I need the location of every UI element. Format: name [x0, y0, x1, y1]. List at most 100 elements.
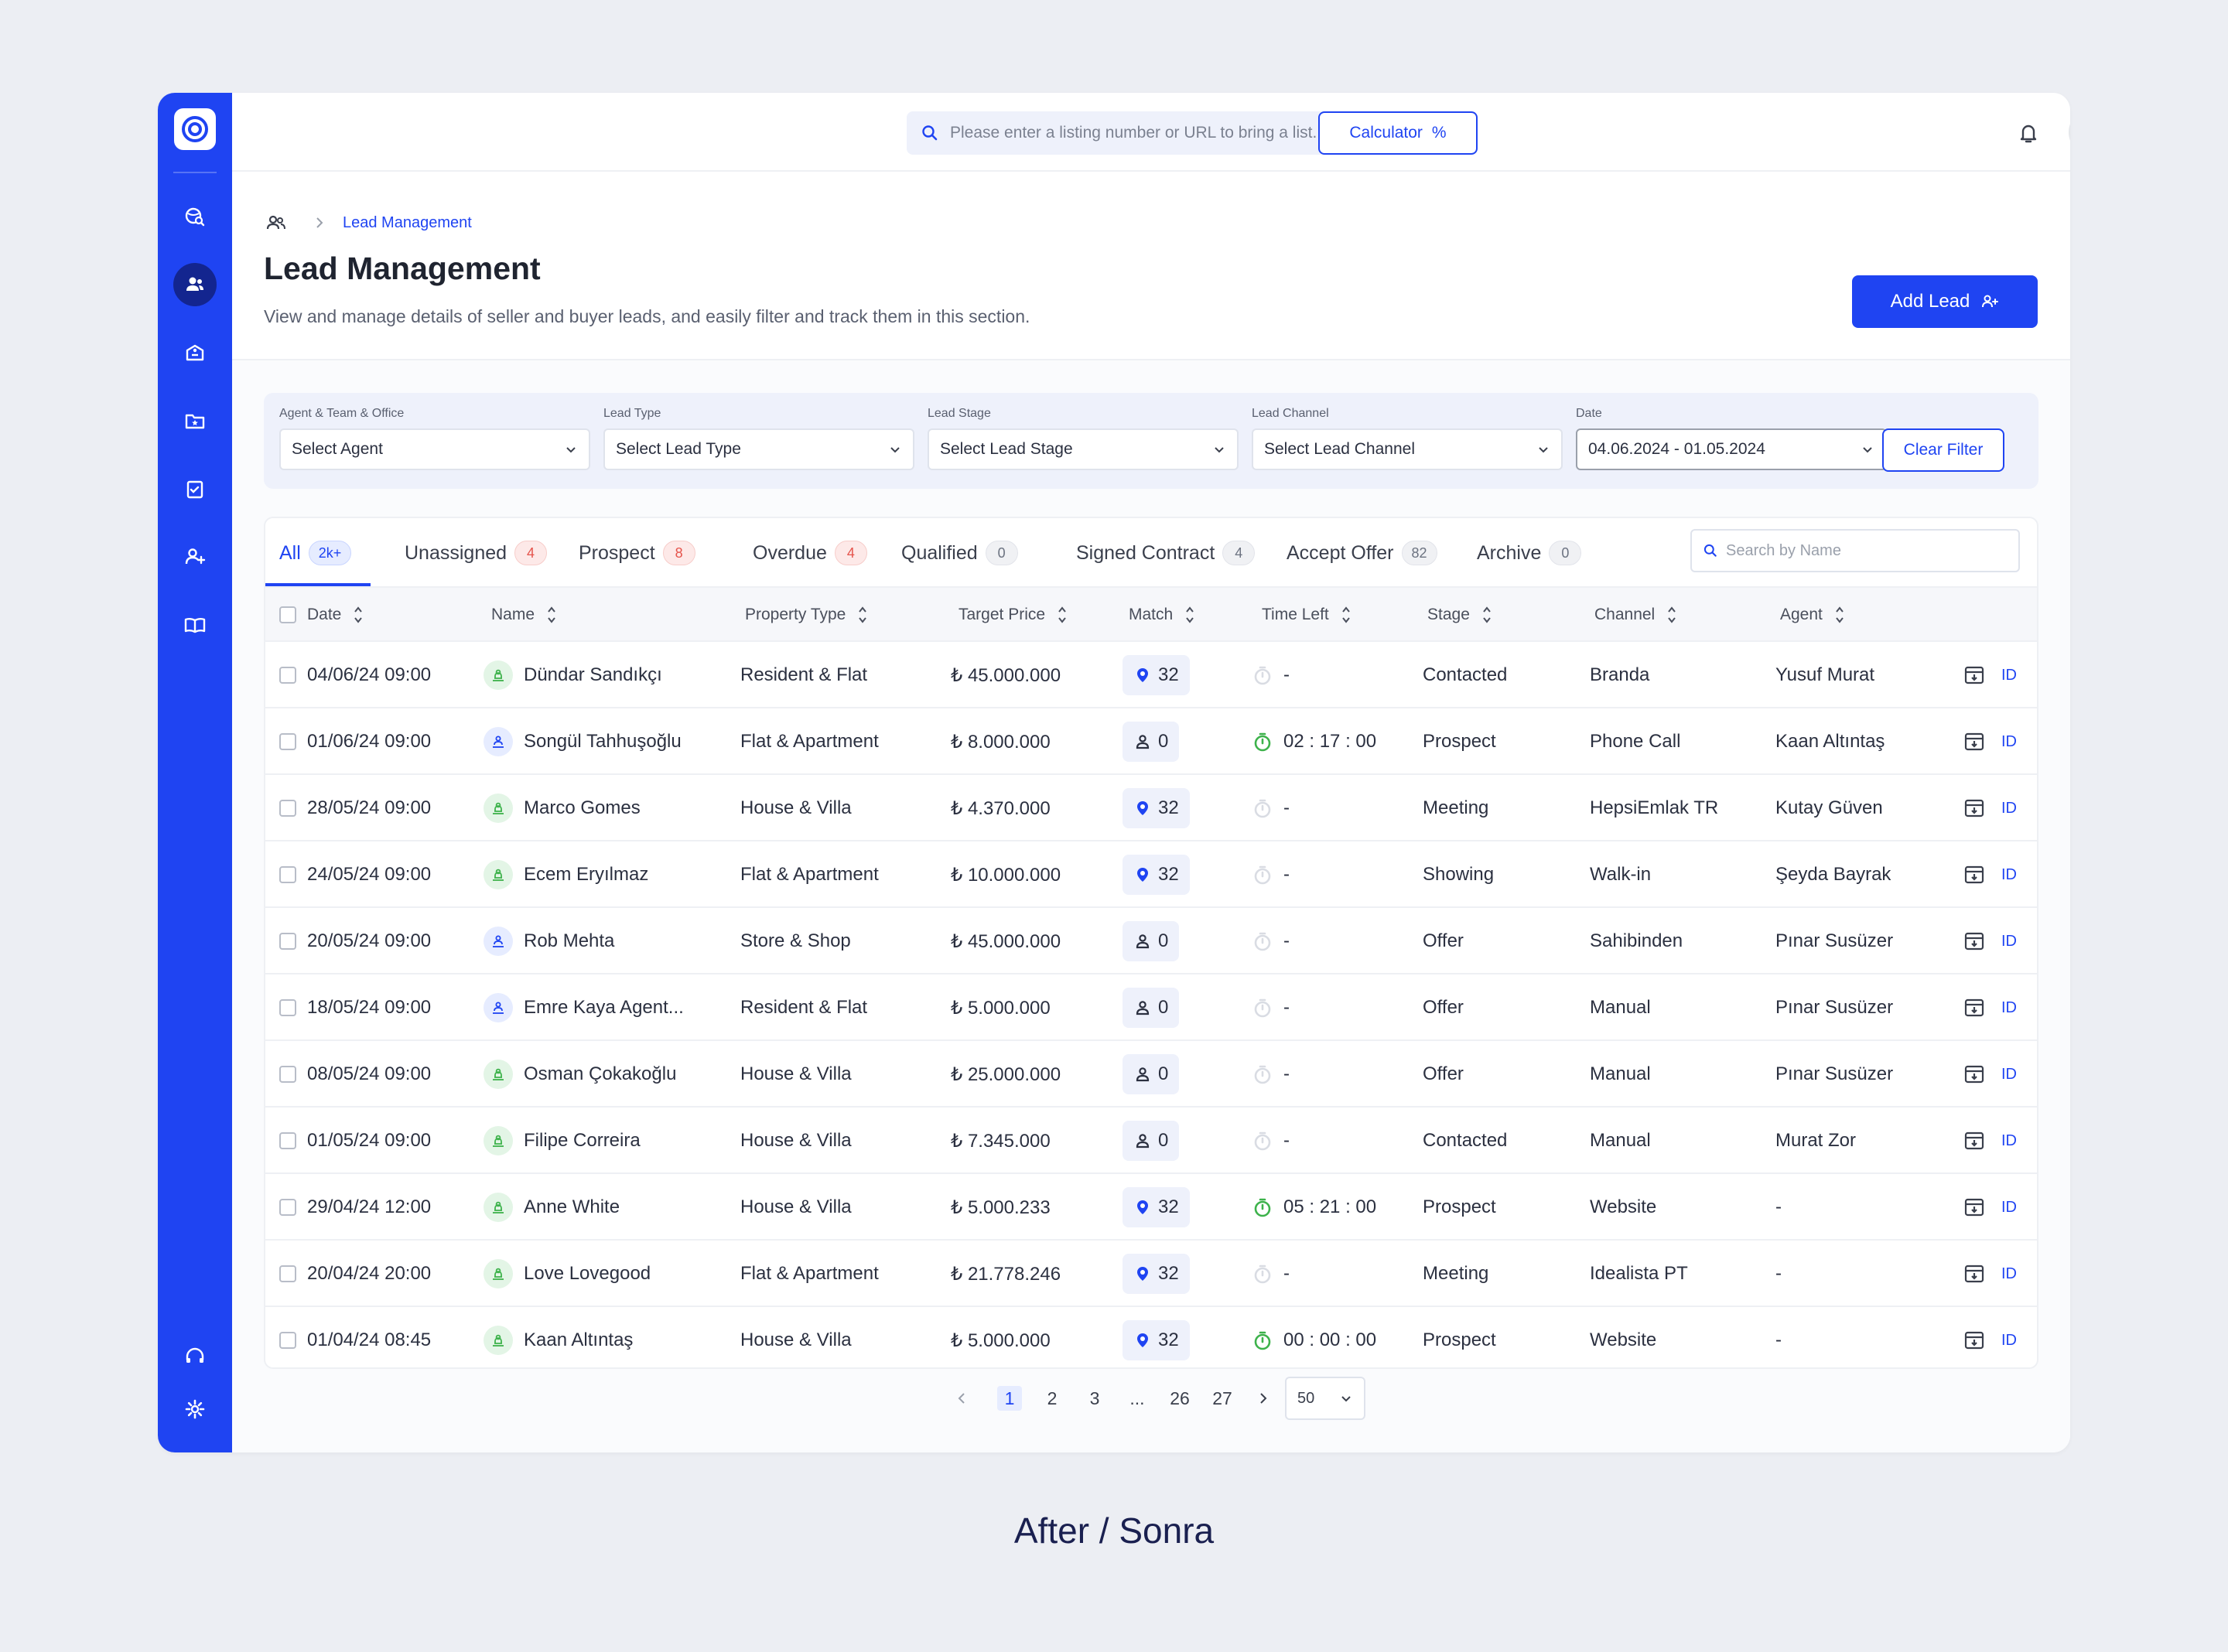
sidebar-item-guide[interactable] — [173, 603, 217, 647]
table-row[interactable]: 24/05/24 09:00 Ecem Eryılmaz Flat & Apartm… — [265, 841, 2037, 908]
sort-icon[interactable] — [1340, 605, 1352, 625]
lead-channel-select[interactable]: Select Lead Channel — [1252, 428, 1563, 470]
lead-type-select[interactable]: Select Lead Type — [603, 428, 914, 470]
tab-all[interactable]: All 2k+ — [279, 518, 352, 588]
column-header-property-type[interactable]: Property Type — [745, 588, 869, 642]
archive-icon[interactable] — [1963, 797, 1986, 820]
sidebar-item-listings[interactable] — [173, 331, 217, 374]
page-button[interactable]: 2 — [1047, 1387, 1058, 1408]
match-pill[interactable]: 32 — [1123, 855, 1190, 895]
page-button[interactable]: 3 — [1089, 1387, 1100, 1408]
archive-icon[interactable] — [1963, 730, 1986, 753]
sort-icon[interactable] — [1481, 605, 1493, 625]
table-row[interactable]: 01/05/24 09:00 Filipe Correira House & Vil… — [265, 1108, 2037, 1174]
sidebar-item-explore[interactable] — [173, 195, 217, 238]
row-checkbox[interactable] — [279, 866, 296, 883]
row-checkbox[interactable] — [279, 667, 296, 684]
breadcrumb-current[interactable]: Lead Management — [343, 213, 472, 231]
column-header-match[interactable]: Match — [1129, 588, 1196, 642]
id-link[interactable]: ID — [2001, 932, 2017, 950]
id-link[interactable]: ID — [2001, 865, 2017, 883]
bell-icon[interactable] — [2014, 119, 2042, 147]
name-search-input[interactable] — [1726, 541, 2004, 560]
row-checkbox[interactable] — [279, 1066, 296, 1083]
name-cell[interactable]: Anne White — [484, 1174, 620, 1241]
archive-icon[interactable] — [1963, 1063, 1986, 1086]
tab-accept-offer[interactable]: Accept Offer 82 — [1287, 518, 1437, 588]
table-row[interactable]: 18/05/24 09:00 Emre Kaya Agent... Resident… — [265, 974, 2037, 1041]
archive-icon[interactable] — [1963, 930, 1986, 953]
column-header-time-left[interactable]: Time Left — [1262, 588, 1352, 642]
tab-overdue[interactable]: Overdue 4 — [753, 518, 867, 588]
column-header-agent[interactable]: Agent — [1780, 588, 1846, 642]
name-cell[interactable]: Dündar Sandıkçı — [484, 642, 662, 708]
match-pill[interactable]: 0 — [1123, 722, 1180, 762]
sort-icon[interactable] — [352, 605, 364, 625]
row-checkbox[interactable] — [279, 1265, 296, 1282]
table-row[interactable]: 28/05/24 09:00 Marco Gomes House & Villa ₺ … — [265, 775, 2037, 841]
name-cell[interactable]: Songül Tahhuşoğlu — [484, 708, 682, 775]
id-link[interactable]: ID — [2001, 799, 2017, 817]
name-search[interactable] — [1690, 529, 2020, 572]
archive-icon[interactable] — [1963, 996, 1986, 1019]
row-checkbox[interactable] — [279, 733, 296, 750]
name-cell[interactable]: Osman Çokakoğlu — [484, 1041, 676, 1108]
page-button[interactable]: 1 — [997, 1386, 1022, 1411]
id-link[interactable]: ID — [2001, 1331, 2017, 1349]
table-row[interactable]: 04/06/24 09:00 Dündar Sandıkçı Resident & … — [265, 642, 2037, 708]
listing-search-input[interactable] — [950, 124, 1352, 142]
sort-icon[interactable] — [856, 605, 869, 625]
name-cell[interactable]: Emre Kaya Agent... — [484, 974, 684, 1041]
user-avatar[interactable] — [2069, 110, 2070, 155]
sort-icon[interactable] — [545, 605, 558, 625]
sidebar-item-support[interactable] — [173, 1335, 217, 1378]
tab-unassigned[interactable]: Unassigned 4 — [405, 518, 548, 588]
id-link[interactable]: ID — [2001, 732, 2017, 750]
archive-icon[interactable] — [1963, 863, 1986, 886]
match-pill[interactable]: 32 — [1123, 1320, 1190, 1360]
column-header-stage[interactable]: Stage — [1427, 588, 1493, 642]
name-cell[interactable]: Filipe Correira — [484, 1108, 641, 1174]
add-lead-button[interactable]: Add Lead — [1852, 275, 2038, 328]
archive-icon[interactable] — [1963, 1196, 1986, 1219]
sidebar-item-add-user[interactable] — [173, 535, 217, 579]
date-range-select[interactable]: 04.06.2024 - 01.05.2024 — [1576, 428, 1887, 470]
match-pill[interactable]: 32 — [1123, 655, 1190, 695]
sidebar-item-leads[interactable] — [173, 263, 217, 306]
lead-stage-select[interactable]: Select Lead Stage — [928, 428, 1239, 470]
tab-prospect[interactable]: Prospect 8 — [579, 518, 695, 588]
table-row[interactable]: 01/04/24 08:45 Kaan Altıntaş House & Villa… — [265, 1307, 2037, 1367]
column-header-name[interactable]: Name — [491, 588, 558, 642]
row-checkbox[interactable] — [279, 1132, 296, 1149]
page-button[interactable]: 27 — [1212, 1387, 1232, 1408]
table-row[interactable]: 20/04/24 20:00 Love Lovegood Flat & Apartm… — [265, 1241, 2037, 1307]
match-pill[interactable]: 0 — [1123, 1054, 1180, 1094]
match-pill[interactable]: 0 — [1123, 988, 1180, 1028]
row-checkbox[interactable] — [279, 800, 296, 817]
clear-filter-button[interactable]: Clear Filter — [1882, 428, 2004, 472]
users-icon[interactable] — [264, 210, 289, 235]
match-pill[interactable]: 0 — [1123, 921, 1180, 961]
sort-icon[interactable] — [1833, 605, 1846, 625]
app-logo[interactable] — [174, 108, 216, 150]
agent-select[interactable]: Select Agent — [279, 428, 590, 470]
id-link[interactable]: ID — [2001, 1065, 2017, 1083]
match-pill[interactable]: 0 — [1123, 1121, 1180, 1161]
table-row[interactable]: 29/04/24 12:00 Anne White House & Villa ₺ 5… — [265, 1174, 2037, 1241]
archive-icon[interactable] — [1963, 1262, 1986, 1285]
select-all-checkbox[interactable] — [279, 606, 296, 623]
name-cell[interactable]: Ecem Eryılmaz — [484, 841, 648, 908]
page-button[interactable]: 26 — [1170, 1387, 1190, 1408]
calculator-button[interactable]: Calculator % — [1318, 111, 1478, 155]
match-pill[interactable]: 32 — [1123, 788, 1190, 828]
table-row[interactable]: 01/06/24 09:00 Songül Tahhuşoğlu Flat & Ap… — [265, 708, 2037, 775]
chevron-left-icon[interactable] — [954, 1391, 969, 1406]
listing-search[interactable] — [907, 111, 1374, 155]
archive-icon[interactable] — [1963, 664, 1986, 687]
column-header-target-price[interactable]: Target Price — [959, 588, 1068, 642]
column-header-date[interactable]: Date — [307, 588, 364, 642]
name-cell[interactable]: Kaan Altıntaş — [484, 1307, 633, 1367]
name-cell[interactable]: Love Lovegood — [484, 1241, 651, 1307]
sidebar-item-documents[interactable] — [173, 399, 217, 442]
tab-qualified[interactable]: Qualified 0 — [901, 518, 1018, 588]
